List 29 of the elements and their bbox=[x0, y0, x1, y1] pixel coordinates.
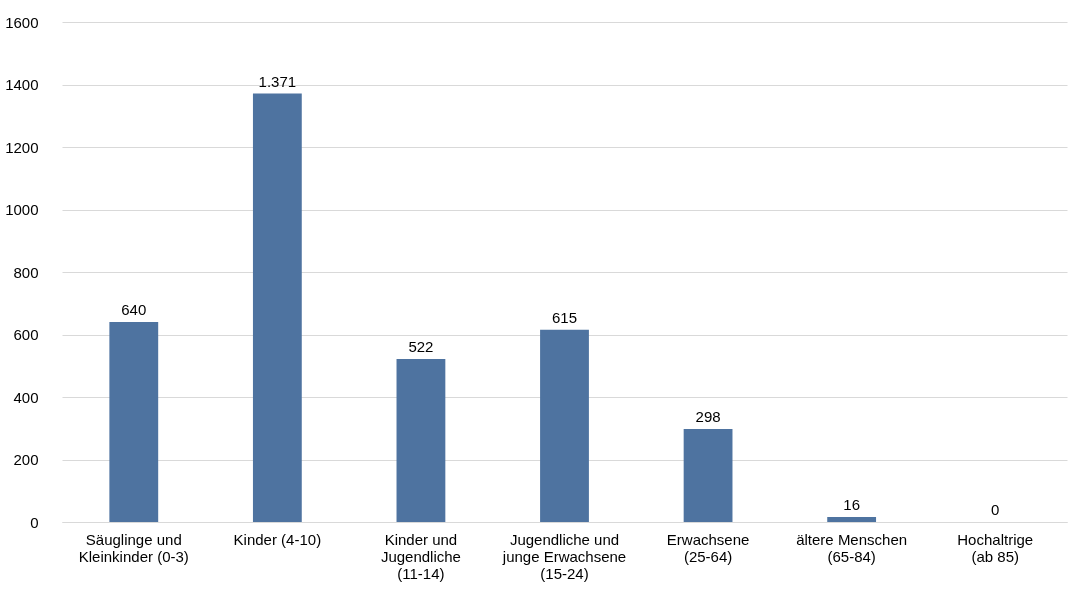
y-tick-label: 400 bbox=[13, 388, 39, 406]
data-label: 0 bbox=[991, 501, 1000, 518]
y-tick-label: 1000 bbox=[5, 201, 39, 218]
bar bbox=[540, 329, 589, 522]
data-label: 615 bbox=[551, 308, 578, 326]
y-tick-label: 800 bbox=[13, 263, 39, 281]
bar bbox=[252, 93, 302, 522]
x-tick-label: Kinder und Jugendliche (11-14) bbox=[380, 530, 461, 582]
y-tick-label: 0 bbox=[30, 513, 39, 531]
data-label: 522 bbox=[408, 337, 434, 355]
bar bbox=[683, 428, 733, 522]
data-label: 1.371 bbox=[258, 72, 297, 90]
data-label: 640 bbox=[121, 301, 147, 318]
y-tick-label: 1600 bbox=[5, 13, 39, 31]
x-tick-label: Erwachsene (25-64) bbox=[666, 530, 750, 565]
bar bbox=[396, 358, 446, 522]
y-tick-label: 1400 bbox=[5, 76, 39, 93]
x-tick-label: Hochaltrige (ab 85) bbox=[957, 530, 1034, 565]
x-tick-label: Säuglinge und Kleinkinder (0-3) bbox=[78, 530, 189, 565]
x-tick-label: ältere Menschen (65-84) bbox=[796, 530, 908, 565]
x-tick-label: Jugendliche und junge Erwachsene (15-24) bbox=[501, 530, 627, 582]
data-label: 16 bbox=[843, 496, 860, 513]
bar bbox=[109, 322, 159, 522]
x-tick-label: Kinder (4-10) bbox=[233, 530, 322, 548]
y-tick-label: 200 bbox=[13, 451, 39, 468]
data-label: 298 bbox=[695, 407, 721, 425]
y-tick-label: 600 bbox=[13, 326, 39, 343]
y-tick-label: 1200 bbox=[5, 138, 39, 156]
bar bbox=[827, 517, 877, 522]
